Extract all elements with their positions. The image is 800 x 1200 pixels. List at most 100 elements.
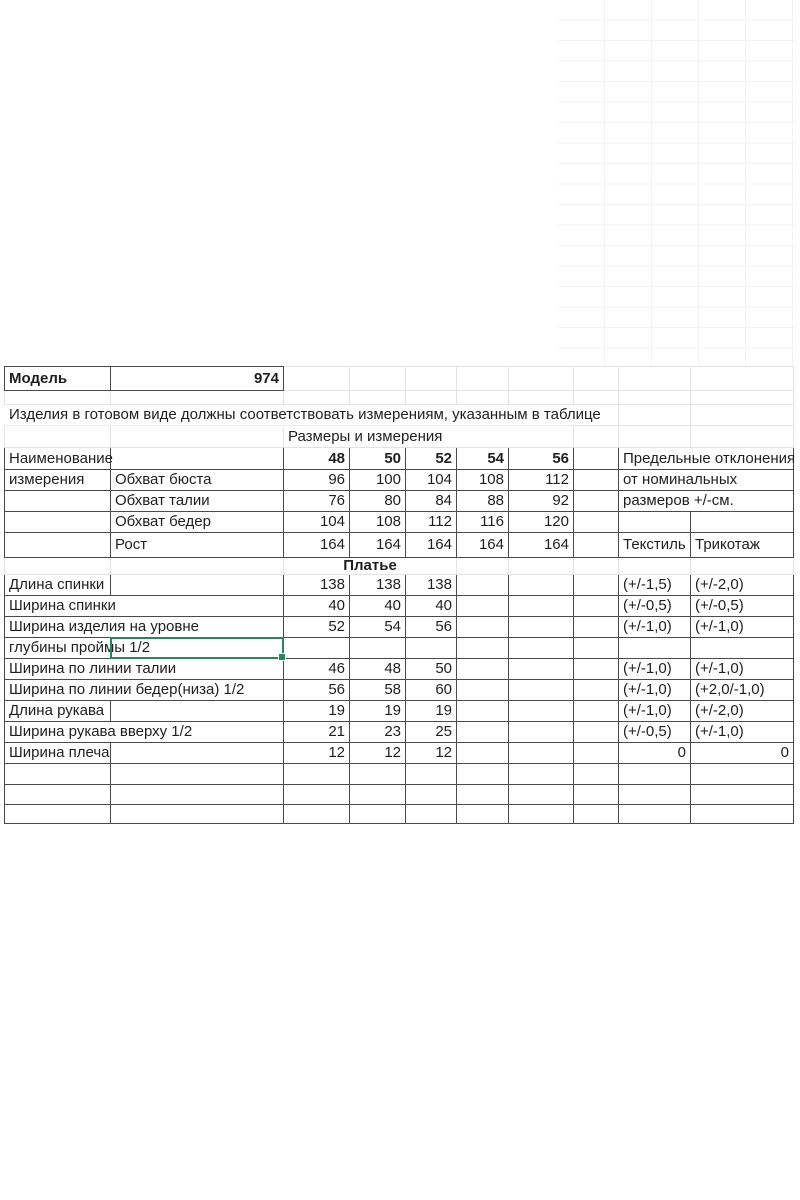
value-cell[interactable]: 12: [283, 741, 350, 764]
empty-cell[interactable]: [456, 636, 509, 659]
value-cell[interactable]: 12: [349, 741, 406, 764]
label-cell-armhole-depth[interactable]: глубины проймы 1/2: [4, 636, 286, 661]
label-cell[interactable]: Обхват бедер: [110, 511, 284, 533]
value-cell[interactable]: 164: [456, 532, 509, 558]
empty-cell[interactable]: [508, 657, 574, 680]
empty-cell[interactable]: [573, 699, 619, 722]
tolerance-knit-cell[interactable]: 0: [690, 741, 794, 764]
header-name-cell[interactable]: Наименование: [4, 447, 113, 470]
empty-cell[interactable]: [283, 636, 350, 659]
empty-cell[interactable]: [283, 366, 350, 391]
empty-cell[interactable]: [508, 720, 574, 743]
label-cell[interactable]: Ширина рукава вверху 1/2: [4, 720, 284, 743]
value-cell[interactable]: 84: [405, 490, 457, 512]
empty-cell[interactable]: [690, 404, 794, 426]
label-cell[interactable]: Длина рукава: [4, 699, 111, 722]
empty-cell[interactable]: [573, 741, 619, 764]
empty-cell[interactable]: [110, 699, 284, 722]
empty-cell[interactable]: [508, 573, 574, 596]
tolerance-textile-cell[interactable]: (+/-1,0): [618, 615, 691, 638]
empty-cell[interactable]: [456, 783, 509, 805]
empty-cell[interactable]: [349, 762, 406, 785]
empty-cell[interactable]: [349, 803, 406, 824]
size-header-cell[interactable]: 56: [508, 447, 574, 470]
size-header-cell[interactable]: 50: [349, 447, 406, 470]
empty-cell[interactable]: [690, 783, 794, 805]
empty-cell[interactable]: [508, 803, 574, 824]
empty-cell[interactable]: [573, 594, 619, 617]
empty-cell[interactable]: [4, 532, 111, 558]
empty-cell[interactable]: [405, 636, 457, 659]
label-cell[interactable]: Ширина плеча: [4, 741, 111, 764]
empty-cell[interactable]: [618, 557, 691, 575]
empty-cell[interactable]: [110, 741, 284, 764]
tolerance-note-cell[interactable]: размеров +/-см.: [618, 490, 794, 512]
knit-header-cell[interactable]: Трикотаж: [690, 532, 794, 558]
tolerance-knit-cell[interactable]: (+2,0/-1,0): [690, 678, 794, 701]
value-cell[interactable]: 138: [283, 573, 350, 596]
empty-cell[interactable]: [573, 762, 619, 785]
empty-cell[interactable]: [573, 366, 619, 391]
empty-cell[interactable]: [349, 366, 406, 391]
empty-cell[interactable]: [690, 636, 794, 659]
empty-cell[interactable]: [573, 532, 619, 558]
empty-cell[interactable]: [110, 783, 284, 805]
empty-cell[interactable]: [573, 469, 619, 491]
empty-cell[interactable]: [4, 425, 111, 448]
tolerance-textile-cell[interactable]: (+/-0,5): [618, 720, 691, 743]
tolerance-knit-cell[interactable]: (+/-1,0): [690, 615, 794, 638]
selection-fill-handle[interactable]: [278, 652, 286, 661]
value-cell[interactable]: 25: [405, 720, 457, 743]
empty-cell[interactable]: [405, 762, 457, 785]
empty-cell[interactable]: [405, 366, 457, 391]
empty-cell[interactable]: [690, 425, 794, 448]
tolerance-textile-cell[interactable]: 0: [618, 741, 691, 764]
empty-cell[interactable]: [283, 783, 350, 805]
empty-cell[interactable]: [573, 657, 619, 680]
empty-cell[interactable]: [573, 490, 619, 512]
value-cell[interactable]: 112: [508, 469, 574, 491]
empty-cell[interactable]: [110, 447, 284, 470]
value-cell[interactable]: 164: [508, 532, 574, 558]
empty-cell[interactable]: [456, 573, 509, 596]
empty-cell[interactable]: [573, 636, 619, 659]
value-cell[interactable]: 104: [283, 511, 350, 533]
label-cell[interactable]: Ширина по линии бедер(низа) 1/2: [4, 678, 284, 701]
empty-cell[interactable]: [573, 557, 619, 575]
value-cell[interactable]: 164: [283, 532, 350, 558]
empty-cell[interactable]: [110, 803, 284, 824]
empty-cell[interactable]: [283, 762, 350, 785]
empty-cell[interactable]: [405, 783, 457, 805]
tolerance-textile-cell[interactable]: (+/-1,0): [618, 699, 691, 722]
value-cell[interactable]: 104: [405, 469, 457, 491]
empty-cell[interactable]: [508, 741, 574, 764]
empty-cell[interactable]: [508, 615, 574, 638]
empty-cell[interactable]: [349, 636, 406, 659]
value-cell[interactable]: 92: [508, 490, 574, 512]
value-cell[interactable]: 19: [283, 699, 350, 722]
tolerance-textile-cell[interactable]: (+/-1,0): [618, 657, 691, 680]
empty-cell[interactable]: [690, 366, 794, 391]
value-cell[interactable]: 54: [349, 615, 406, 638]
empty-cell[interactable]: [508, 678, 574, 701]
empty-cell[interactable]: [283, 803, 350, 824]
value-cell[interactable]: 60: [405, 678, 457, 701]
value-cell[interactable]: 23: [349, 720, 406, 743]
tolerance-knit-cell[interactable]: (+/-1,0): [690, 657, 794, 680]
empty-cell[interactable]: [456, 594, 509, 617]
empty-cell[interactable]: [508, 557, 574, 575]
value-cell[interactable]: 40: [349, 594, 406, 617]
value-cell[interactable]: 164: [349, 532, 406, 558]
tolerance-textile-cell[interactable]: (+/-1,5): [618, 573, 691, 596]
empty-cell[interactable]: [4, 803, 111, 824]
empty-cell[interactable]: [405, 803, 457, 824]
value-cell[interactable]: 100: [349, 469, 406, 491]
label-cell[interactable]: Обхват талии: [110, 490, 284, 512]
empty-cell[interactable]: [456, 678, 509, 701]
size-header-cell[interactable]: 52: [405, 447, 457, 470]
empty-cell[interactable]: [508, 783, 574, 805]
value-cell[interactable]: 19: [349, 699, 406, 722]
size-header-cell[interactable]: 54: [456, 447, 509, 470]
empty-cell[interactable]: [405, 390, 457, 405]
empty-cell[interactable]: [618, 783, 691, 805]
